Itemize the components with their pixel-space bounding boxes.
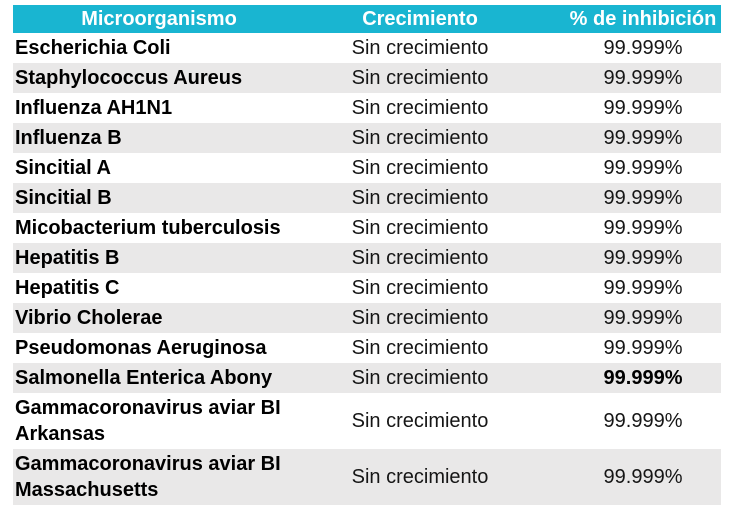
table-row: Influenza B Sin crecimiento 99.999% <box>13 123 721 153</box>
cell-inhibicion: 99.999% <box>603 126 683 149</box>
cell-crecimiento: Sin crecimiento <box>351 36 489 59</box>
cell-microorganismo: Hepatitis B <box>15 247 120 269</box>
cell-inhibicion: 99.999% <box>603 336 683 359</box>
cell-inhibicion: 99.999% <box>603 96 683 119</box>
cell-microorganismo: Escherichia Coli <box>15 37 171 59</box>
table-row: Hepatitis C Sin crecimiento 99.999% <box>13 273 721 303</box>
table-row: Salmonella Enterica Abony Sin crecimient… <box>13 363 721 393</box>
cell-crecimiento: Sin crecimiento <box>351 156 489 179</box>
cell-inhibicion: 99.999% <box>603 66 683 89</box>
column-header-microorganismo: Microorganismo <box>81 8 237 30</box>
table-row: Micobacterium tuberculosis Sin crecimien… <box>13 213 721 243</box>
cell-microorganismo: Influenza B <box>15 127 122 149</box>
table-row: Gammacoronavirus aviar BI Massachusetts … <box>13 449 721 505</box>
cell-inhibicion: 99.999% <box>603 276 683 299</box>
cell-crecimiento: Sin crecimiento <box>351 276 489 299</box>
cell-crecimiento: Sin crecimiento <box>351 306 489 329</box>
table-row: Sincitial B Sin crecimiento 99.999% <box>13 183 721 213</box>
cell-microorganismo: Influenza AH1N1 <box>15 97 173 119</box>
cell-microorganismo: Vibrio Cholerae <box>15 307 163 329</box>
column-header-inhibicion: % de inhibición <box>569 7 717 30</box>
cell-inhibicion: 99.999% <box>603 216 683 239</box>
inhibition-table: Microorganismo Crecimiento % de inhibici… <box>13 5 721 505</box>
table-row: Hepatitis B Sin crecimiento 99.999% <box>13 243 721 273</box>
table-body: Escherichia Coli Sin crecimiento 99.999%… <box>13 33 721 505</box>
cell-crecimiento: Sin crecimiento <box>351 66 489 89</box>
table-row: Gammacoronavirus aviar BI Arkansas Sin c… <box>13 393 721 449</box>
cell-microorganismo: Staphylococcus Aureus <box>15 67 243 89</box>
table-row: Escherichia Coli Sin crecimiento 99.999% <box>13 33 721 63</box>
cell-microorganismo: Salmonella Enterica Abony <box>15 367 273 389</box>
cell-crecimiento: Sin crecimiento <box>351 216 489 239</box>
cell-crecimiento: Sin crecimiento <box>351 336 489 359</box>
cell-crecimiento: Sin crecimiento <box>351 366 489 389</box>
cell-crecimiento: Sin crecimiento <box>351 126 489 149</box>
cell-microorganismo: Micobacterium tuberculosis <box>15 217 281 239</box>
table-row: Staphylococcus Aureus Sin crecimiento 99… <box>13 63 721 93</box>
cell-inhibicion: 99.999% <box>603 156 683 179</box>
cell-inhibicion: 99.999% <box>603 409 683 432</box>
column-header-crecimiento: Crecimiento <box>362 7 478 30</box>
cell-microorganismo: Sincitial B <box>15 187 112 209</box>
cell-microorganismo: Gammacoronavirus aviar BI Massachusetts <box>15 453 281 501</box>
cell-inhibicion: 99.999% <box>603 186 683 209</box>
cell-microorganismo: Gammacoronavirus aviar BI Arkansas <box>15 397 281 445</box>
cell-inhibicion: 99.999% <box>603 246 683 269</box>
table-header: Microorganismo Crecimiento % de inhibici… <box>13 5 721 33</box>
cell-microorganismo: Pseudomonas Aeruginosa <box>15 337 267 359</box>
table-row: Influenza AH1N1 Sin crecimiento 99.999% <box>13 93 721 123</box>
cell-crecimiento: Sin crecimiento <box>351 246 489 269</box>
cell-crecimiento: Sin crecimiento <box>351 186 489 209</box>
cell-inhibicion: 99.999% <box>603 465 683 488</box>
cell-crecimiento: Sin crecimiento <box>351 96 489 119</box>
table-row: Vibrio Cholerae Sin crecimiento 99.999% <box>13 303 721 333</box>
table-row: Pseudomonas Aeruginosa Sin crecimiento 9… <box>13 333 721 363</box>
cell-microorganismo: Sincitial A <box>15 157 111 179</box>
cell-inhibicion: 99.999% <box>603 366 683 389</box>
cell-inhibicion: 99.999% <box>603 306 683 329</box>
cell-inhibicion: 99.999% <box>603 36 683 59</box>
cell-crecimiento: Sin crecimiento <box>351 465 489 488</box>
cell-crecimiento: Sin crecimiento <box>351 409 489 432</box>
cell-microorganismo: Hepatitis C <box>15 277 120 299</box>
table-row: Sincitial A Sin crecimiento 99.999% <box>13 153 721 183</box>
